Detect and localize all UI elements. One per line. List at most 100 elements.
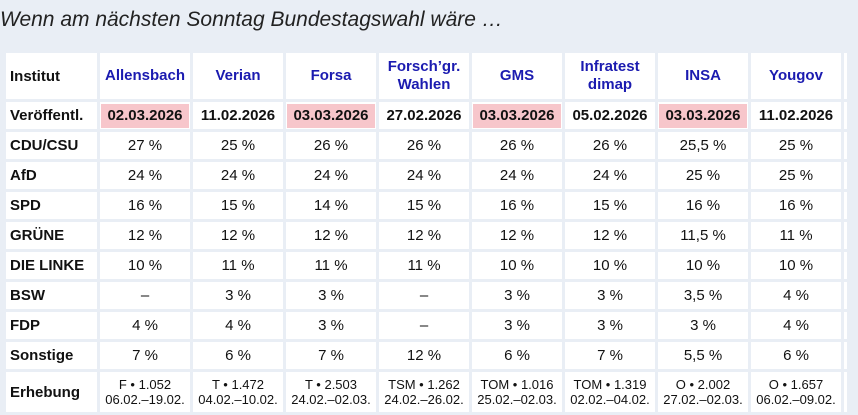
table-row: GRÜNE 12 % 12 % 12 % 12 % 12 % 12 % 11,5 % 11 % bbox=[6, 222, 847, 249]
table-edge bbox=[844, 372, 847, 412]
poll-value: 12 % bbox=[472, 222, 562, 249]
poll-value: 26 % bbox=[286, 132, 376, 159]
poll-value: 4 % bbox=[193, 312, 283, 339]
poll-value: 3,5 % bbox=[658, 282, 748, 309]
institute-name: Verian bbox=[215, 67, 261, 84]
poll-value: 15 % bbox=[193, 192, 283, 219]
poll-value: 11 % bbox=[751, 222, 841, 249]
survey-method-count: TOM • 1.016 bbox=[480, 377, 554, 392]
published-date: 03.03.2026 bbox=[659, 103, 747, 128]
poll-value: 3 % bbox=[286, 312, 376, 339]
survey-info: TOM • 1.319 02.02.–04.02. bbox=[565, 372, 655, 412]
survey-period: 06.02.–19.02. bbox=[105, 392, 185, 407]
published-date-cell: 03.03.2026 bbox=[472, 102, 562, 129]
institute-name-line1: Forsch’gr. bbox=[387, 58, 461, 75]
institute-link[interactable]: Yougov bbox=[751, 53, 841, 99]
poll-value: 7 % bbox=[286, 342, 376, 369]
survey-method-count: O • 2.002 bbox=[675, 377, 731, 392]
party-label: AfD bbox=[6, 162, 97, 189]
poll-value: 24 % bbox=[565, 162, 655, 189]
survey-period: 02.02.–04.02. bbox=[570, 392, 650, 407]
survey-info: T • 1.472 04.02.–10.02. bbox=[193, 372, 283, 412]
institute-link[interactable]: Forsch’gr. Wahlen bbox=[379, 53, 469, 99]
poll-value: 4 % bbox=[751, 282, 841, 309]
published-label: Veröffentl. bbox=[6, 102, 97, 129]
poll-value: 24 % bbox=[472, 162, 562, 189]
survey-method-count: T • 1.472 bbox=[211, 377, 264, 392]
party-label: FDP bbox=[6, 312, 97, 339]
poll-value: 3 % bbox=[193, 282, 283, 309]
institute-link[interactable]: INSA bbox=[658, 53, 748, 99]
published-date-cell: 11.02.2026 bbox=[751, 102, 841, 129]
poll-value: 10 % bbox=[100, 252, 190, 279]
survey-info: F • 1.052 06.02.–19.02. bbox=[100, 372, 190, 412]
table-edge bbox=[844, 312, 847, 339]
poll-value: 12 % bbox=[379, 222, 469, 249]
table-row: CDU/CSU 27 % 25 % 26 % 26 % 26 % 26 % 25,5 % 25 … bbox=[6, 132, 847, 159]
institute-link[interactable]: Forsa bbox=[286, 53, 376, 99]
poll-value: 12 % bbox=[193, 222, 283, 249]
party-label: Sonstige bbox=[6, 342, 97, 369]
table-row: Sonstige 7 % 6 % 7 % 12 % 6 % 7 % 5,5 % 6 % bbox=[6, 342, 847, 369]
published-date-cell: 11.02.2026 bbox=[193, 102, 283, 129]
institute-link[interactable]: Infratest dimap bbox=[565, 53, 655, 99]
page-title: Wenn am nächsten Sonntag Bundestagswahl … bbox=[0, 8, 503, 31]
poll-value: 3 % bbox=[286, 282, 376, 309]
survey-method-count: O • 1.657 bbox=[768, 377, 824, 392]
poll-value: 25 % bbox=[751, 162, 841, 189]
survey-info: O • 2.002 27.02.–02.03. bbox=[658, 372, 748, 412]
institute-link[interactable]: GMS bbox=[472, 53, 562, 99]
table-row: FDP 4 % 4 % 3 % –3 % 3 % 3 % 4 % bbox=[6, 312, 847, 339]
table-edge bbox=[844, 192, 847, 219]
survey-info: TOM • 1.016 25.02.–02.03. bbox=[472, 372, 562, 412]
published-date: 27.02.2026 bbox=[386, 107, 462, 124]
published-date-cell: 02.03.2026 bbox=[100, 102, 190, 129]
table-row: BSW –3 % 3 % –3 % 3 % 3,5 % 4 % bbox=[6, 282, 847, 309]
table-edge bbox=[844, 132, 847, 159]
table-edge bbox=[844, 282, 847, 309]
survey-label: Erhebung bbox=[6, 372, 97, 412]
poll-value: 16 % bbox=[100, 192, 190, 219]
institute-name-line2: Wahlen bbox=[397, 76, 451, 93]
poll-value: 16 % bbox=[751, 192, 841, 219]
poll-value: 25 % bbox=[751, 132, 841, 159]
table-edge bbox=[844, 342, 847, 369]
survey-info: TSM • 1.262 24.02.–26.02. bbox=[379, 372, 469, 412]
poll-value: 11,5 % bbox=[658, 222, 748, 249]
poll-value: 16 % bbox=[658, 192, 748, 219]
poll-value: 25,5 % bbox=[658, 132, 748, 159]
party-label: GRÜNE bbox=[6, 222, 97, 249]
survey-method-count: TOM • 1.319 bbox=[573, 377, 647, 392]
poll-value: 10 % bbox=[565, 252, 655, 279]
poll-value: 14 % bbox=[286, 192, 376, 219]
table-row: AfD 24 % 24 % 24 % 24 % 24 % 24 % 25 % 25 % bbox=[6, 162, 847, 189]
poll-value: 12 % bbox=[100, 222, 190, 249]
poll-value: 3 % bbox=[565, 282, 655, 309]
survey-method-count: F • 1.052 bbox=[118, 377, 172, 392]
poll-value: 3 % bbox=[472, 312, 562, 339]
poll-value: 6 % bbox=[751, 342, 841, 369]
institute-link[interactable]: Allensbach bbox=[100, 53, 190, 99]
survey-row: Erhebung F • 1.052 06.02.–19.02. T • 1.472 0… bbox=[6, 372, 847, 412]
table-row: SPD 16 % 15 % 14 % 15 % 16 % 15 % 16 % 16 % bbox=[6, 192, 847, 219]
institute-name: INSA bbox=[685, 67, 721, 84]
survey-method-count: TSM • 1.262 bbox=[388, 377, 460, 392]
published-date-cell: 05.02.2026 bbox=[565, 102, 655, 129]
table-edge bbox=[844, 222, 847, 249]
poll-value: 11 % bbox=[193, 252, 283, 279]
poll-value: 12 % bbox=[286, 222, 376, 249]
published-date-cell: 03.03.2026 bbox=[658, 102, 748, 129]
published-date: 02.03.2026 bbox=[101, 103, 189, 128]
survey-period: 25.02.–02.03. bbox=[477, 392, 557, 407]
institute-name: Yougov bbox=[769, 67, 823, 84]
table-edge bbox=[844, 102, 847, 129]
party-label: DIE LINKE bbox=[6, 252, 97, 279]
poll-value: 7 % bbox=[565, 342, 655, 369]
poll-value: 6 % bbox=[193, 342, 283, 369]
institute-name-line1: Infratest bbox=[580, 58, 640, 75]
survey-period: 24.02.–02.03. bbox=[291, 392, 371, 407]
published-row: Veröffentl. 02.03.2026 11.02.2026 03.03.202… bbox=[6, 102, 847, 129]
table-edge bbox=[844, 53, 847, 99]
published-date: 11.02.2026 bbox=[200, 107, 276, 124]
institute-link[interactable]: Verian bbox=[193, 53, 283, 99]
